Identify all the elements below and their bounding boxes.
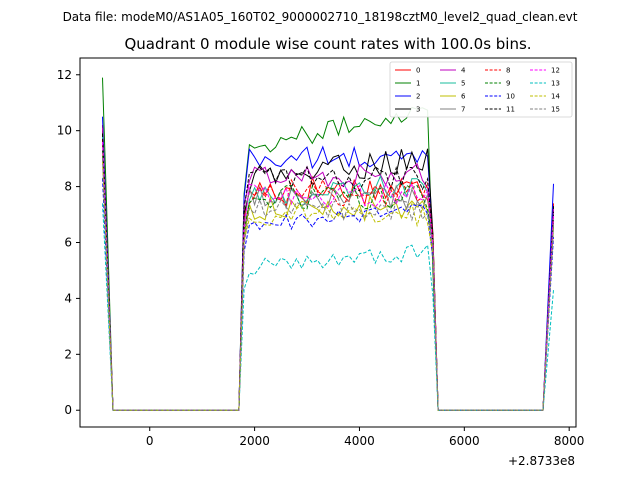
- x-tick-label: 0: [146, 434, 154, 448]
- legend-box: [389, 61, 573, 118]
- series-line-2: [102, 116, 554, 411]
- y-tick-label: 8: [64, 180, 72, 194]
- series-line-10: [102, 178, 554, 411]
- series-line-7: [102, 141, 554, 411]
- x-tick-label: 6000: [449, 434, 480, 448]
- legend-label-3: 3: [416, 106, 420, 114]
- x-tick-label: 8000: [554, 434, 585, 448]
- y-tick-label: 10: [57, 124, 72, 138]
- legend-label-14: 14: [551, 93, 560, 101]
- plot-lines: [102, 77, 554, 411]
- legend-label-9: 9: [506, 80, 510, 88]
- y-tick-label: 0: [64, 403, 72, 417]
- chart-suptitle: Data file: modeM0/AS1A05_160T02_90000027…: [63, 10, 578, 24]
- x-axis: 0 2000 4000 6000 8000: [146, 427, 585, 448]
- series-line-0: [102, 125, 554, 411]
- y-tick-label: 6: [64, 236, 72, 250]
- y-tick-label: 12: [57, 68, 72, 82]
- legend-label-13: 13: [551, 80, 560, 88]
- legend-label-1: 1: [416, 80, 420, 88]
- series-line-12: [102, 141, 554, 411]
- series-line-11: [102, 133, 554, 411]
- series-line-5: [102, 136, 554, 411]
- legend-label-5: 5: [461, 80, 465, 88]
- legend-label-12: 12: [551, 67, 560, 75]
- series-line-13: [102, 203, 554, 411]
- legend-label-4: 4: [461, 67, 466, 75]
- chart-title: Quadrant 0 module wise count rates with …: [124, 35, 531, 53]
- series-line-6: [102, 152, 554, 411]
- x-tick-label: 4000: [344, 434, 375, 448]
- x-tick-label: 2000: [239, 434, 270, 448]
- series-line-3: [102, 130, 554, 411]
- y-tick-label: 2: [64, 347, 72, 361]
- legend-label-6: 6: [461, 93, 466, 101]
- legend-label-15: 15: [551, 106, 560, 114]
- legend-label-11: 11: [506, 106, 515, 114]
- y-axis: 0 2 4 6 8 10 12: [57, 68, 80, 417]
- legend-label-0: 0: [416, 67, 420, 75]
- legend-label-2: 2: [416, 93, 420, 101]
- x-offset-label: +2.8733e8: [508, 454, 575, 468]
- series-line-14: [102, 161, 554, 411]
- legend-label-10: 10: [506, 93, 515, 101]
- series-line-4: [102, 127, 554, 411]
- y-tick-label: 4: [64, 291, 72, 305]
- legend-label-8: 8: [506, 67, 510, 75]
- legend-label-7: 7: [461, 106, 465, 114]
- series-line-15: [102, 158, 554, 411]
